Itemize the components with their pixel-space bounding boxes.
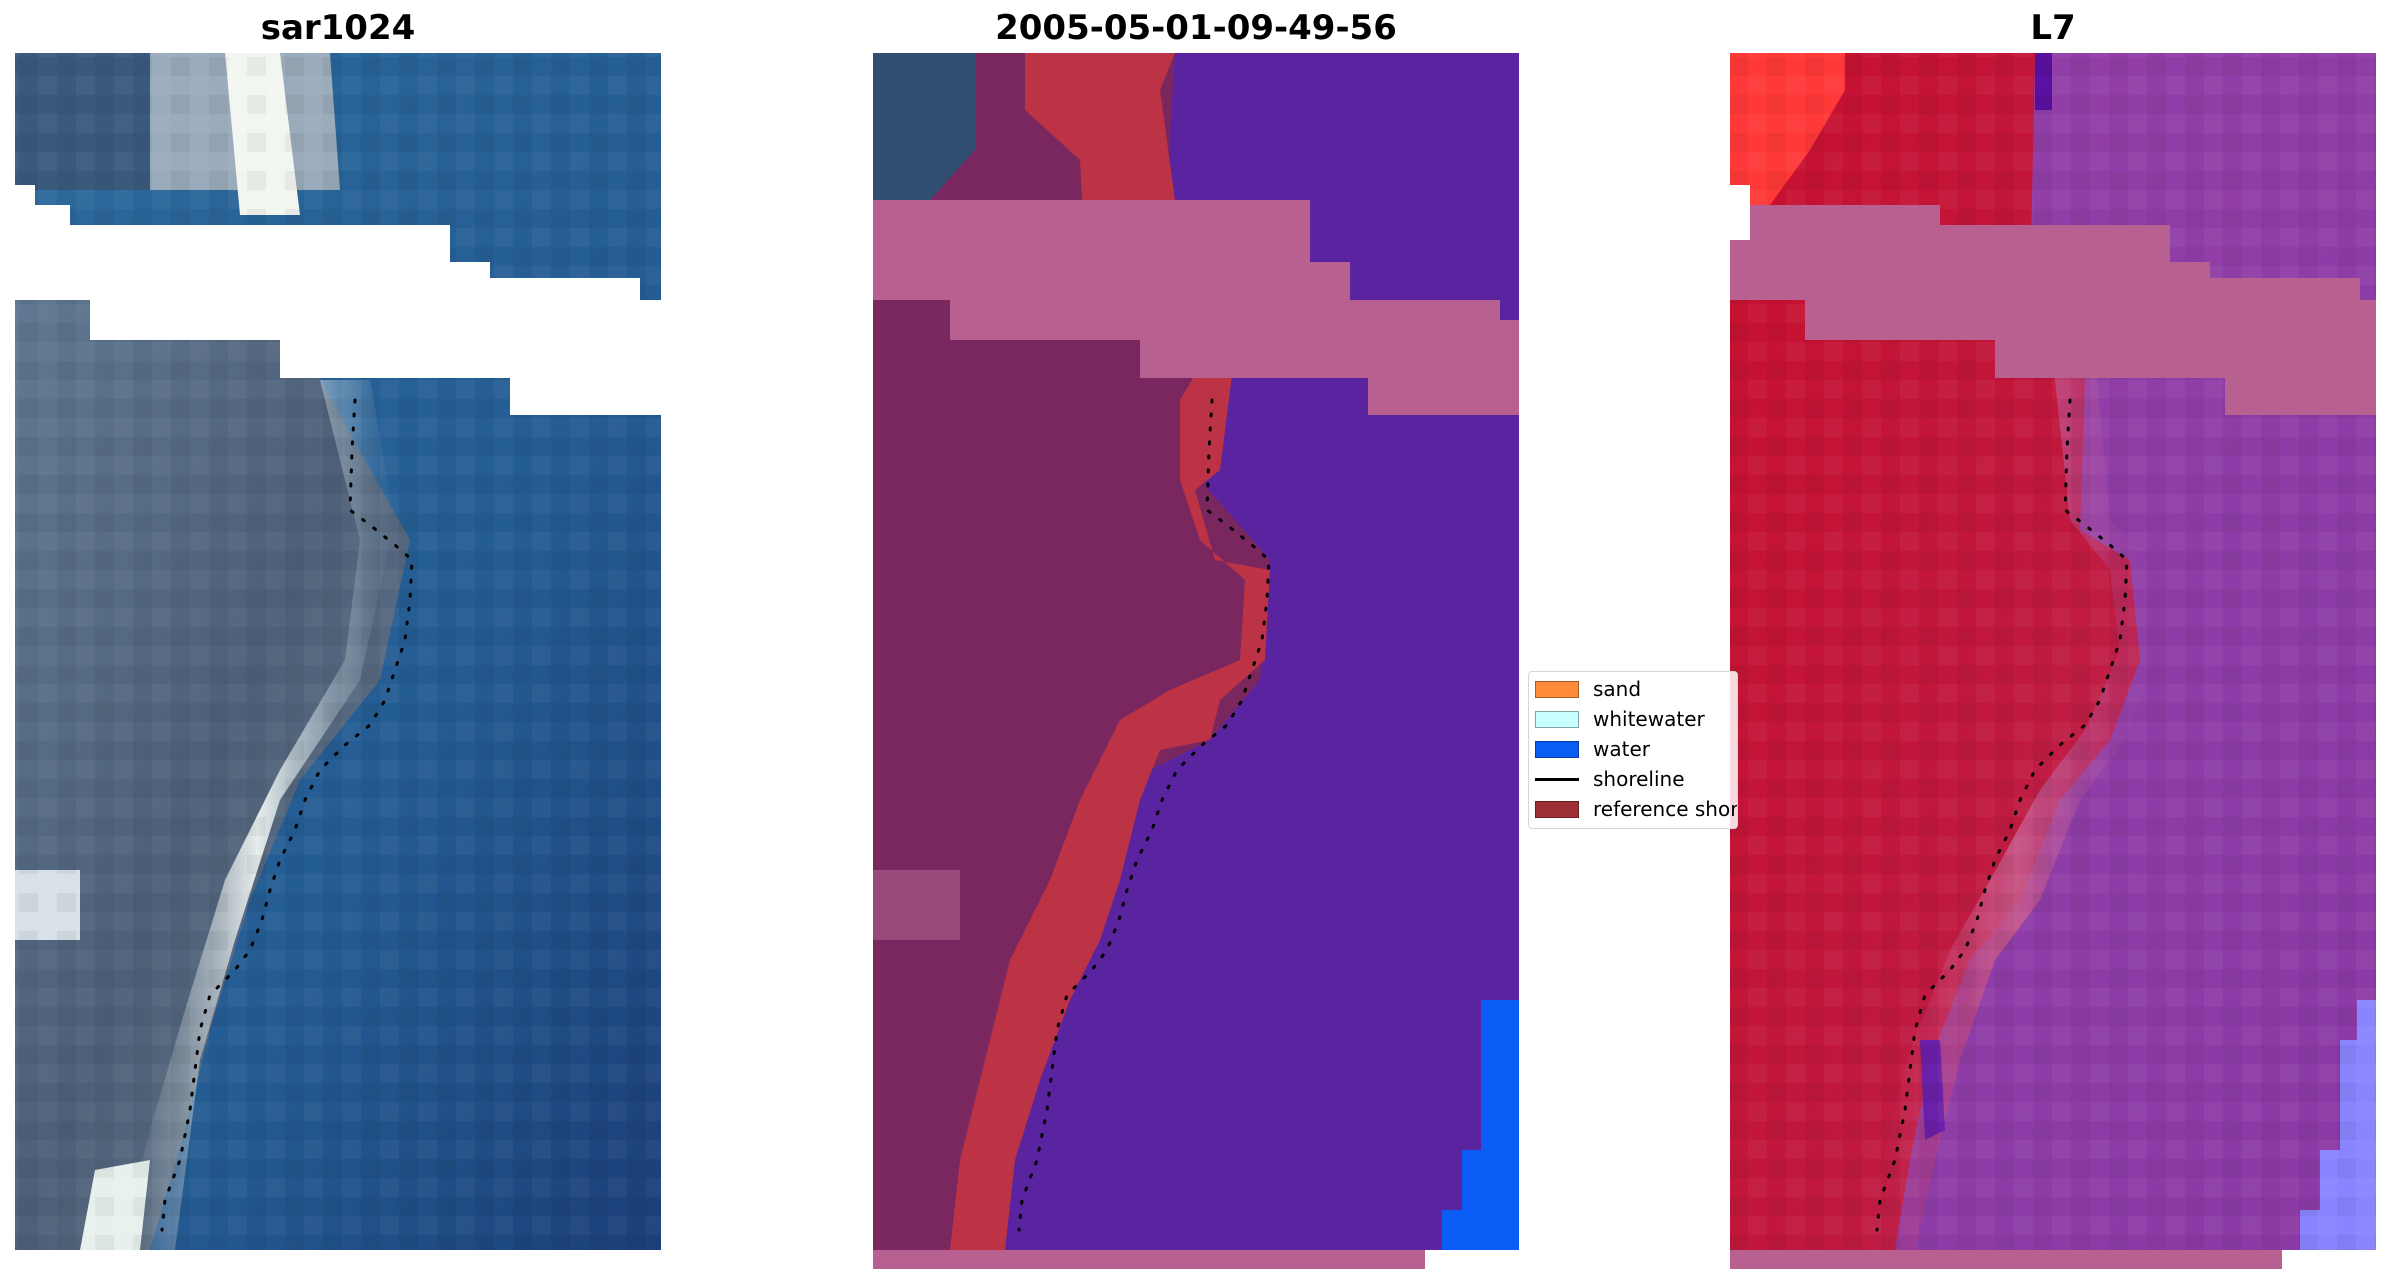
legend-label-whitewater: whitewater xyxy=(1593,707,1705,731)
classified-nodata-overlay xyxy=(873,200,1519,415)
legend-label-shoreline: shoreline xyxy=(1593,767,1685,791)
legend-swatch-reference-shoreline xyxy=(1535,800,1579,818)
classified-water-mask xyxy=(1442,1000,1519,1250)
legend-line-shoreline xyxy=(1535,777,1579,781)
index-image-panel xyxy=(1730,53,2376,1269)
shoreline-trace-classified xyxy=(1017,398,1271,1232)
rgb-image-panel xyxy=(15,53,661,1250)
legend-item-water: water xyxy=(1535,736,1650,762)
index-nodata-overlay xyxy=(1730,185,2376,415)
index-nodata-notch xyxy=(1730,185,1750,240)
classified-nodata-strip xyxy=(873,1250,1425,1269)
legend-item-whitewater: whitewater xyxy=(1535,706,1705,732)
index-nodata-strip xyxy=(1730,1250,2282,1269)
legend-item-sand: sand xyxy=(1535,676,1641,702)
legend-label-reference-shoreline: reference shoreline xyxy=(1593,797,1738,821)
classified-reference-band xyxy=(950,375,1270,1250)
legend-swatch-whitewater xyxy=(1535,710,1579,728)
classified-image-panel xyxy=(873,53,1519,1269)
classified-bright-patch xyxy=(873,870,960,940)
panel-title-rgb: sar1024 xyxy=(260,8,416,48)
legend-label-sand: sand xyxy=(1593,677,1642,701)
shoreline-trace-rgb xyxy=(160,398,414,1232)
shoreline-trace-index xyxy=(1875,398,2129,1232)
legend-item-reference-shoreline: reference shoreline xyxy=(1535,796,1738,822)
panel-title-index: L7 xyxy=(2030,8,2076,48)
legend-swatch-sand xyxy=(1535,680,1579,698)
classified-rgb-corner xyxy=(873,53,975,200)
legend-label-water: water xyxy=(1593,737,1650,761)
rgb-nodata-gap xyxy=(15,185,661,415)
panel-title-classified: 2005-05-01-09-49-56 xyxy=(995,8,1397,48)
legend-swatch-water xyxy=(1535,740,1579,758)
shoreline-lines xyxy=(160,398,2129,1232)
legend-item-shoreline: shoreline xyxy=(1535,766,1685,792)
legend: sand whitewater water shoreline referenc… xyxy=(1528,671,1738,829)
